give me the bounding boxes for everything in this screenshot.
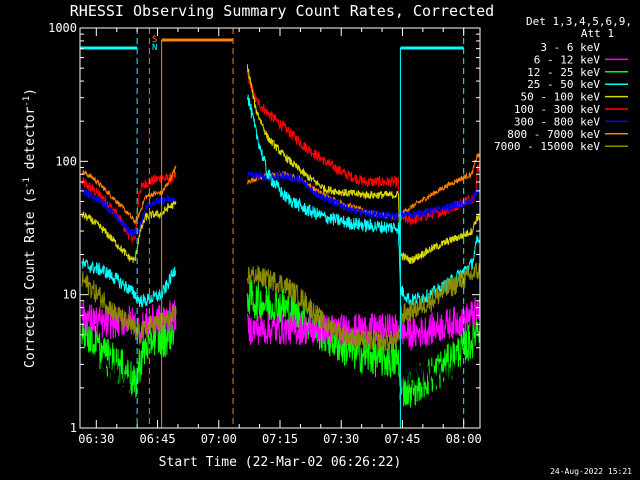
y-axis-label: Corrected Count Rate (s-1 detector-1) (22, 88, 38, 368)
y-axis-label-end: ) (23, 88, 38, 96)
series-line-100-300keV-seg1 (81, 172, 177, 243)
series-line-25-50keV-seg2 (246, 94, 480, 306)
legend-label-2: 6 - 12 keV (534, 53, 601, 66)
night-label: N (152, 43, 157, 53)
y-axis-label-sup1: -1 (22, 177, 32, 188)
x-tick-label-1: 06:30 (78, 432, 114, 446)
saa-label: S (152, 35, 157, 45)
series-line-25-50keV-seg1 (81, 258, 177, 308)
series-line-7000-15000keV-seg2 (246, 262, 480, 352)
legend-label-9: 7000 - 15000 keV (494, 140, 600, 153)
series-line-50-100keV-seg2 (246, 64, 480, 265)
series-line-800-7000keV-seg1 (81, 165, 177, 225)
legend-label-3: 12 - 25 keV (527, 66, 600, 79)
series-line-100-300keV-seg2 (246, 71, 480, 226)
legend-label-7: 300 - 800 keV (514, 115, 600, 128)
y-tick-label-3: 100 (55, 154, 77, 168)
series-line-3-6keV-seg2 (246, 344, 480, 418)
x-axis-label: Start Time (22-Mar-02 06:26:22) (159, 455, 402, 470)
legend-label-6: 100 - 300 keV (514, 103, 600, 116)
y-tick-label-2: 10 (63, 288, 77, 302)
y-tick-label-4: 1000 (48, 21, 77, 35)
x-tick-label-3: 07:00 (201, 432, 237, 446)
x-tick-label-6: 07:45 (384, 432, 420, 446)
series-line-12-25keV-seg1 (81, 305, 177, 399)
series-line-3-6keV-seg1 (81, 351, 177, 428)
y-axis-label-sup2: -1 (22, 96, 32, 107)
legend-label-8: 800 - 7000 keV (507, 128, 600, 141)
legend-title-line1: Det 1,3,4,5,6,9, (526, 15, 632, 28)
series-line-300-800keV-seg1 (81, 187, 177, 237)
legend-label-4: 25 - 50 keV (527, 78, 600, 91)
x-tick-label-4: 07:15 (262, 432, 298, 446)
date-stamp: 24-Aug-2022 15:21 (550, 467, 632, 476)
legend-label-1: 3 - 6 keV (540, 41, 600, 54)
x-tick-label-7: 08:00 (446, 432, 482, 446)
x-tick-label-2: 06:45 (139, 432, 175, 446)
legend-title-line2: Att 1 (581, 27, 614, 40)
series-line-50-100keV-seg1 (81, 200, 177, 263)
y-axis-label-mid: detector (23, 107, 38, 178)
axis-layer: 06:30 06:45 07:00 07:15 07:30 07:45 08:00 1 10 10… (48, 21, 482, 446)
y-tick-label-1: 1 (70, 421, 77, 435)
marker-layer (80, 28, 465, 428)
series-line-7000-15000keV-seg1 (81, 271, 177, 345)
chart-title: RHESSI Observing Summary Count Rates, Co… (70, 2, 494, 20)
series-line-6-12keV-seg2 (246, 295, 480, 351)
x-tick-label-5: 07:30 (323, 432, 359, 446)
y-axis-label-main: Corrected Count Rate (s (23, 188, 38, 368)
series-layer (81, 64, 480, 428)
series-line-300-800keV-seg2 (246, 170, 480, 222)
legend-label-5: 50 - 100 keV (521, 91, 601, 104)
